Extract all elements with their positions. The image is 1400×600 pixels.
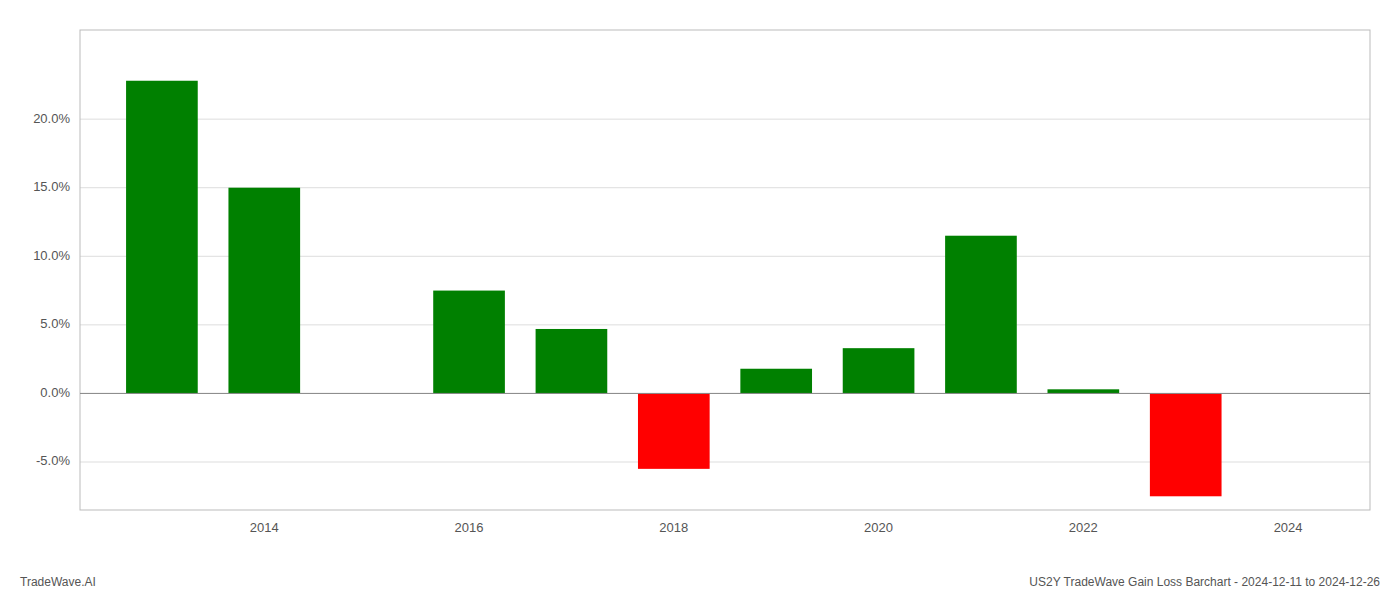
y-axis: -5.0% 0.0% 5.0% 10.0% 15.0% 20.0% [33, 111, 70, 469]
bars [126, 81, 1221, 497]
x-tick-label: 2024 [1274, 520, 1303, 535]
bar [1048, 389, 1120, 393]
plot-frame [80, 30, 1370, 510]
chart: -5.0% 0.0% 5.0% 10.0% 15.0% 20.0% 2014 2016 2018… [0, 0, 1400, 600]
bar [740, 369, 812, 394]
y-tick-label: -5.0% [36, 453, 70, 468]
bar [1150, 393, 1222, 496]
x-tick-label: 2022 [1069, 520, 1098, 535]
x-tick-label: 2014 [250, 520, 279, 535]
bar [536, 329, 608, 393]
grid-line [80, 119, 1370, 120]
x-tick-label: 2020 [864, 520, 893, 535]
y-tick-label: 5.0% [40, 316, 70, 331]
bar [945, 236, 1017, 394]
y-tick-label: 10.0% [33, 248, 70, 263]
y-tick-label: 20.0% [33, 111, 70, 126]
title: US2Y TradeWave Gain Loss Barchart - 2024… [1029, 575, 1380, 589]
bar [433, 291, 505, 394]
bar [638, 393, 710, 468]
x-tick-label: 2016 [455, 520, 484, 535]
y-tick-label: 0.0% [40, 385, 70, 400]
annotation: TradeWave.AI [20, 575, 96, 589]
x-tick-label: 2018 [659, 520, 688, 535]
x-axis: 2014 2016 2018 2020 2022 2024 [250, 520, 1303, 535]
y-tick-label: 15.0% [33, 179, 70, 194]
bar [843, 348, 915, 393]
zero-line [80, 393, 1370, 394]
bar [228, 188, 300, 394]
bar [126, 81, 198, 394]
grid-line [80, 393, 1370, 394]
